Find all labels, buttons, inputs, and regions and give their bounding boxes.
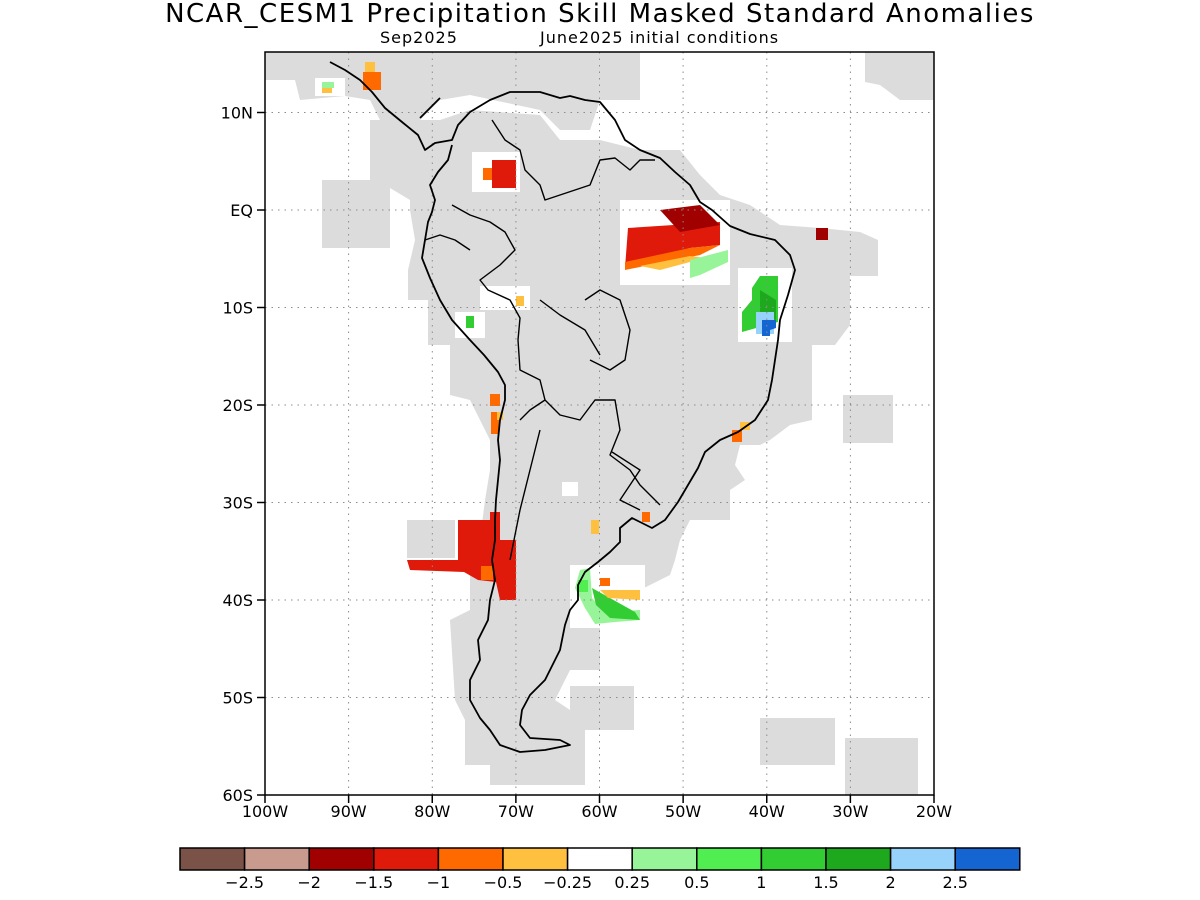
colorbar-swatch bbox=[760, 847, 827, 871]
anomaly-patch bbox=[732, 430, 742, 442]
colorbar-label: 2.5 bbox=[942, 873, 967, 892]
colorbar-label: −0.5 bbox=[484, 873, 523, 892]
anomaly-patch bbox=[600, 578, 610, 586]
anomaly-patch bbox=[466, 316, 474, 328]
anomaly-patch bbox=[365, 62, 375, 74]
colorbar-label: 0.25 bbox=[614, 873, 650, 892]
anomaly-patch bbox=[816, 228, 828, 240]
anomaly-patch bbox=[575, 568, 640, 624]
anomaly-patch bbox=[491, 412, 499, 434]
anomaly-patch bbox=[497, 412, 503, 420]
anomaly-patch bbox=[640, 256, 705, 270]
lat-label: 60S bbox=[222, 786, 253, 805]
lat-label: 30S bbox=[222, 494, 253, 513]
colorbar-swatch bbox=[373, 847, 440, 871]
colorbar-swatch bbox=[825, 847, 892, 871]
lat-label: 50S bbox=[222, 689, 253, 708]
anomaly-patch bbox=[578, 580, 588, 592]
colorbar-swatch bbox=[179, 847, 246, 871]
colorbar-label: 1 bbox=[756, 873, 766, 892]
lon-label: 20W bbox=[916, 802, 952, 821]
colorbar-label: 2 bbox=[886, 873, 896, 892]
lon-label: 30W bbox=[832, 802, 868, 821]
forecast-month: Sep2025 bbox=[380, 28, 458, 47]
anomaly-patch bbox=[363, 72, 381, 90]
colorbar-swatch bbox=[308, 847, 375, 871]
colorbar-swatch bbox=[502, 847, 569, 871]
colorbar-label: 0.5 bbox=[684, 873, 709, 892]
gridlines bbox=[265, 52, 934, 795]
colorbar-swatch bbox=[243, 847, 310, 871]
lat-label: 10S bbox=[222, 299, 253, 318]
colorbar-label: −2 bbox=[297, 873, 321, 892]
colorbar-swatch bbox=[696, 847, 763, 871]
colorbar-label: −2.5 bbox=[225, 873, 264, 892]
country-borders bbox=[424, 119, 661, 561]
anomaly-patch bbox=[492, 160, 516, 188]
lon-label: 60W bbox=[581, 802, 617, 821]
colorbar-label: 1.5 bbox=[813, 873, 838, 892]
anomaly-patch bbox=[642, 512, 650, 522]
anomaly-patch bbox=[600, 590, 640, 600]
colorbar-swatch bbox=[437, 847, 504, 871]
anomaly-patch bbox=[625, 222, 720, 268]
anomaly-patch bbox=[690, 250, 728, 278]
colorbar-swatch bbox=[566, 847, 633, 871]
anomaly-patch bbox=[516, 296, 524, 306]
anomaly-patch bbox=[322, 88, 332, 93]
lon-label: 40W bbox=[749, 802, 785, 821]
lon-label: 100W bbox=[242, 802, 289, 821]
coastlines bbox=[329, 61, 796, 753]
map-title: NCAR_CESM1 Precipitation Skill Masked St… bbox=[165, 0, 1035, 29]
anomaly-patch bbox=[762, 320, 776, 336]
latitude-labels: 10N EQ 10S 20S 30S 40S 50S 60S bbox=[221, 104, 253, 806]
colorbar-label: −1.5 bbox=[354, 873, 393, 892]
lat-label: 10N bbox=[221, 104, 253, 123]
lat-label: 40S bbox=[222, 591, 253, 610]
longitude-labels: 100W 90W 80W 70W 60W 50W 40W 30W 20W bbox=[242, 802, 952, 821]
anomaly-patch bbox=[592, 588, 640, 620]
colorbar-swatch bbox=[631, 847, 698, 871]
anomaly-patch bbox=[322, 82, 334, 88]
lat-label: EQ bbox=[230, 201, 253, 220]
anomaly-patch bbox=[490, 394, 500, 406]
initial-conditions: June2025 initial conditions bbox=[540, 28, 780, 47]
axis-ticks bbox=[257, 111, 935, 803]
colorbar-label: −1 bbox=[427, 873, 451, 892]
lat-label: 20S bbox=[222, 396, 253, 415]
lon-label: 50W bbox=[665, 802, 701, 821]
lon-label: 70W bbox=[498, 802, 534, 821]
anomaly-patch bbox=[481, 566, 493, 580]
lon-label: 90W bbox=[331, 802, 367, 821]
anomaly-patch bbox=[591, 520, 599, 534]
lon-label: 80W bbox=[414, 802, 450, 821]
colorbar-swatch bbox=[889, 847, 956, 871]
colorbar: −2.5 −2 −1.5 −1 −0.5 −0.25 0.25 0.5 1 1.5 2 2.5 bbox=[179, 847, 1021, 892]
anomaly-patch bbox=[625, 245, 720, 270]
colorbar-swatch bbox=[954, 847, 1021, 871]
colorbar-label: −0.25 bbox=[543, 873, 592, 892]
anomaly-patch bbox=[660, 205, 720, 232]
map-fields bbox=[265, 52, 934, 795]
